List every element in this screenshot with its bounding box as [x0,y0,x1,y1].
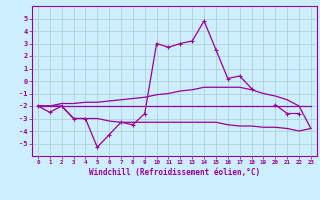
X-axis label: Windchill (Refroidissement éolien,°C): Windchill (Refroidissement éolien,°C) [89,168,260,177]
